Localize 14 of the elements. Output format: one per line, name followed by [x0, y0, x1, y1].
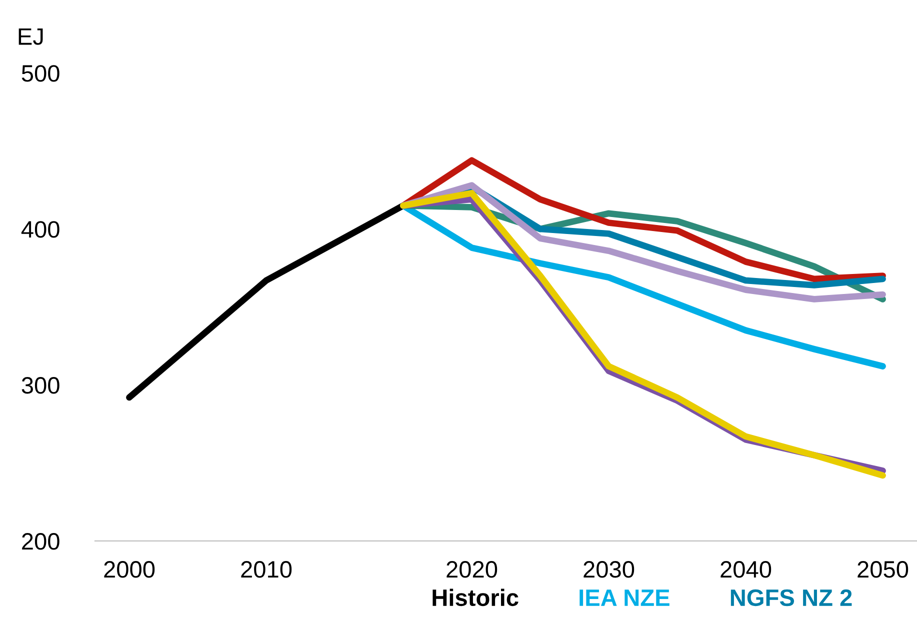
x-tick-label: 2010: [241, 561, 292, 578]
y-tick-label: 500: [22, 65, 60, 82]
y-tick-label: 300: [22, 377, 60, 394]
text: IEA NZE: [580, 590, 670, 606]
y-tick-label: 400: [21, 221, 60, 238]
y-tick-label: 200: [22, 533, 60, 550]
x-tick-label: 2000: [104, 561, 155, 578]
x-tick-label: 2050: [858, 561, 908, 578]
y-axis-title: EJ: [18, 28, 43, 45]
text: NGFS NZ 2: [730, 589, 852, 606]
text: Historic: [432, 588, 518, 606]
x-tick-label: 2020: [446, 561, 498, 578]
x-tick-label: 2030: [584, 561, 634, 578]
x-tick-label: 2040: [720, 561, 772, 578]
